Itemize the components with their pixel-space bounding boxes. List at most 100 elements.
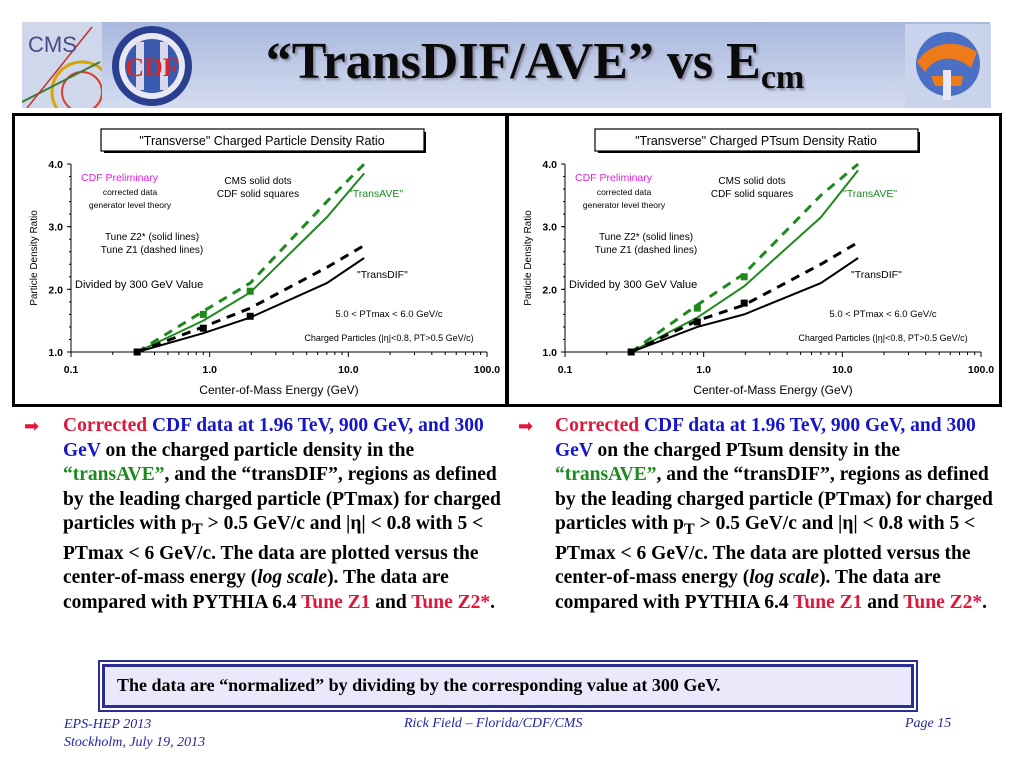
annotation-transdif: "TransDIF" — [357, 269, 408, 281]
y-tick-label: 2.0 — [48, 284, 63, 296]
x-tick-label: 1.0 — [696, 364, 711, 376]
text-sub-t: T — [683, 520, 695, 539]
annotation-cms-dots: CMS solid dots — [718, 176, 785, 187]
footer-center: Rick Field – Florida/CDF/CMS — [404, 716, 583, 731]
annotation-ptmax-range: 5.0 < PTmax < 6.0 GeV/c — [335, 309, 442, 320]
data-point-square — [693, 318, 701, 326]
chart-panel-left: "Transverse" Charged Particle Density Ra… — [12, 113, 508, 407]
text-data-energies: CDF data at 1.96 TeV, 900 GeV, and 300 G… — [63, 415, 484, 461]
x-tick-label: 0.1 — [558, 364, 573, 376]
annotation-cdf-preliminary: CDF Preliminary — [81, 172, 159, 184]
annotation-tune-z2: Tune Z2* (solid lines) — [105, 232, 199, 243]
chart-right-svg: "Transverse" Charged PTsum Density Ratio… — [523, 128, 994, 397]
text-part: , and the “transDIF”, regions as defined… — [63, 464, 501, 535]
text-part: and — [862, 592, 904, 614]
annotation-corrected-data: corrected data — [597, 187, 652, 197]
annotation-generator-level: generator level theory — [583, 200, 666, 210]
y-tick-label: 4.0 — [48, 159, 63, 171]
text-tune-z1: Tune Z1 — [301, 592, 371, 614]
data-point-square — [199, 310, 207, 318]
footer-date: Stockholm, July 19, 2013 — [64, 735, 206, 750]
right-description: Corrected CDF data at 1.96 TeV, 900 GeV,… — [555, 414, 995, 616]
chart-left-svg: "Transverse" Charged Particle Density Ra… — [29, 128, 500, 397]
text-tune-z2: Tune Z2* — [903, 592, 983, 614]
text-part: ). The data are compared with PYTHIA 6.4 — [555, 567, 941, 614]
text-part: . — [490, 592, 496, 614]
x-tick-label: 100.0 — [968, 364, 994, 376]
annotation-cdf-squares: CDF solid squares — [217, 189, 299, 200]
x-axis-label: Center-of-Mass Energy (GeV) — [199, 383, 358, 397]
x-tick-label: 10.0 — [832, 364, 853, 376]
text-sub-t: T — [191, 520, 203, 539]
text-corrected: Corrected — [63, 415, 148, 436]
data-point-square — [133, 348, 141, 356]
text-part: . — [982, 592, 988, 614]
annotation-cdf-squares: CDF solid squares — [711, 189, 793, 200]
annotation-tune-z1: Tune Z1 (dashed lines) — [101, 245, 203, 256]
data-point-square — [740, 299, 748, 307]
annotation-charged-particles: Charged Particles (|η|<0.8, PT>0.5 GeV/c… — [304, 333, 473, 343]
left-description: Corrected CDF data at 1.96 TeV, 900 GeV,… — [63, 414, 503, 616]
slide-title: “TransDIF/AVE” vs Ecm — [190, 32, 880, 96]
y-tick-label: 1.0 — [542, 347, 557, 359]
text-transave: “transAVE” — [555, 464, 657, 486]
footer-page: Page 15 — [905, 716, 952, 731]
title-subscript: cm — [760, 59, 805, 96]
x-tick-label: 0.1 — [64, 364, 79, 376]
series-line-solid — [630, 169, 859, 353]
cms-logo: CMS — [22, 22, 102, 108]
annotation-transave: "TransAVE" — [349, 188, 403, 200]
annotation-corrected-data: corrected data — [103, 187, 158, 197]
chart-title: "Transverse" Charged Particle Density Ra… — [139, 134, 384, 148]
x-tick-label: 10.0 — [338, 364, 359, 376]
annotation-divided: Divided by 300 GeV Value — [569, 279, 697, 291]
bullet-arrow-icon-left: ➡ — [24, 416, 40, 436]
annotation-ptmax-range: 5.0 < PTmax < 6.0 GeV/c — [829, 309, 936, 320]
normalization-note-text: The data are “normalized” by dividing by… — [117, 675, 721, 695]
cdf-logo: CDF — [112, 26, 192, 106]
annotation-transave: "TransAVE" — [843, 188, 897, 200]
y-tick-label: 4.0 — [542, 159, 557, 171]
text-log-scale: log scale — [257, 567, 328, 589]
y-axis-label: Particle Density Ratio — [29, 210, 40, 306]
data-point-square — [246, 312, 254, 320]
data-point-square — [740, 273, 748, 281]
x-tick-label: 100.0 — [474, 364, 500, 376]
annotation-generator-level: generator level theory — [89, 200, 172, 210]
text-part: and — [370, 592, 412, 614]
data-point-square — [693, 304, 701, 312]
annotation-charged-particles: Charged Particles (|η|<0.8, PT>0.5 GeV/c… — [798, 333, 967, 343]
title-main: “TransDIF/AVE” vs E — [265, 33, 761, 90]
cms-logo-text: CMS — [28, 32, 77, 57]
footer-left: EPS-HEP 2013 Stockholm, July 19, 2013 — [64, 716, 205, 752]
series-line-dashed — [136, 162, 366, 354]
series-line-dashed — [630, 162, 860, 354]
series-line-dashed — [630, 241, 859, 354]
text-tune-z1: Tune Z1 — [793, 592, 863, 614]
y-tick-label: 2.0 — [542, 284, 557, 296]
cdf-logo-text: CDF — [125, 53, 178, 82]
annotation-transdif: "TransDIF" — [851, 269, 902, 281]
text-part: on the charged particle density in the — [100, 439, 415, 461]
text-data-energies: CDF data at 1.96 TeV, 900 GeV, and 300 G… — [555, 415, 976, 461]
annotation-divided: Divided by 300 GeV Value — [75, 279, 203, 291]
annotation-tune-z1: Tune Z1 (dashed lines) — [595, 245, 697, 256]
y-tick-label: 3.0 — [48, 222, 63, 234]
y-tick-label: 3.0 — [542, 222, 557, 234]
x-tick-label: 1.0 — [202, 364, 217, 376]
slide-header: CMS CDF “TransDIF/AVE” vs Ecm — [0, 0, 1024, 110]
text-part: > 0.5 GeV/c and |η| < 0.8 with 5 < PTmax… — [63, 513, 484, 589]
annotation-cdf-preliminary: CDF Preliminary — [575, 172, 653, 184]
text-transave: “transAVE” — [63, 464, 165, 486]
text-corrected: Corrected — [555, 415, 640, 436]
normalization-note: The data are “normalized” by dividing by… — [102, 664, 914, 708]
annotation-tune-z2: Tune Z2* (solid lines) — [599, 232, 693, 243]
y-tick-label: 1.0 — [48, 347, 63, 359]
annotation-cms-dots: CMS solid dots — [224, 176, 291, 187]
text-log-scale: log scale — [749, 567, 820, 589]
x-axis-label: Center-of-Mass Energy (GeV) — [693, 383, 852, 397]
text-part: > 0.5 GeV/c and |η| < 0.8 with 5 < PTmax… — [555, 513, 976, 589]
data-point-square — [199, 324, 207, 332]
y-axis-label: Particle Density Ratio — [523, 210, 534, 306]
chart-panel-right: "Transverse" Charged PTsum Density Ratio… — [506, 113, 1002, 407]
